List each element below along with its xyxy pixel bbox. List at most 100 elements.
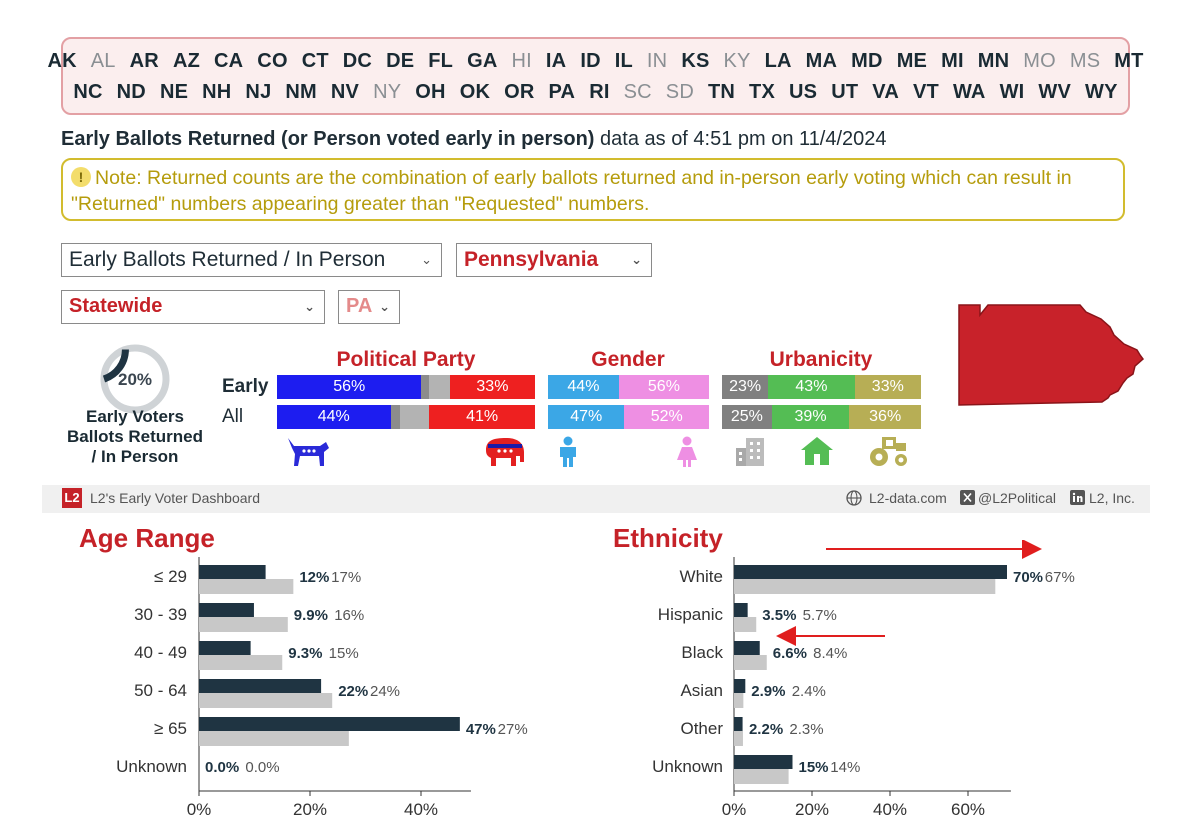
site-link[interactable]: L2-data.com — [869, 490, 947, 506]
gauge-percent: 20% — [117, 370, 153, 389]
state-link-hi[interactable]: HI — [511, 50, 532, 72]
state-link-vt[interactable]: VT — [912, 81, 939, 103]
state-link-ar[interactable]: AR — [129, 50, 159, 72]
age-early-value: 9.3% — [288, 645, 322, 662]
state-link-or[interactable]: OR — [504, 81, 535, 103]
state-link-wy[interactable]: WY — [1085, 81, 1118, 103]
state-code-select[interactable]: PA ⌄ — [338, 290, 400, 324]
state-link-in[interactable]: IN — [646, 50, 668, 72]
state-link-ga[interactable]: GA — [467, 50, 498, 72]
state-link-az[interactable]: AZ — [172, 50, 200, 72]
state-link-ks[interactable]: KS — [681, 50, 710, 72]
l2-logo: L2 — [62, 488, 82, 508]
age-early-bar — [199, 679, 322, 693]
state-link-ok[interactable]: OK — [459, 81, 491, 103]
state-link-mo[interactable]: MO — [1023, 50, 1056, 72]
gauge-fill — [102, 349, 129, 383]
district-select[interactable]: Statewide ⌄ — [61, 290, 325, 324]
globe-icon — [846, 490, 862, 506]
state-link-me[interactable]: ME — [896, 50, 928, 72]
state-link-nm[interactable]: NM — [285, 81, 317, 103]
state-link-wi[interactable]: WI — [999, 81, 1025, 103]
state-link-ct[interactable]: CT — [301, 50, 329, 72]
state-link-nc[interactable]: NC — [73, 81, 103, 103]
early-voter-gauge — [100, 344, 170, 414]
gauge-label-line: Ballots Returned — [66, 427, 204, 446]
age-category-label: 30 - 39 — [134, 605, 187, 624]
early-other-segment — [421, 375, 429, 399]
state-link-il[interactable]: IL — [614, 50, 633, 72]
state-link-wv[interactable]: WV — [1038, 81, 1072, 103]
twitter-link[interactable]: @L2Political — [978, 490, 1057, 506]
state-link-pa[interactable]: PA — [548, 81, 576, 103]
age-category-label: 40 - 49 — [134, 643, 187, 662]
state-link-mi[interactable]: MI — [941, 50, 964, 72]
chevron-down-icon: ⌄ — [379, 299, 390, 314]
age-all-value: 24% — [370, 683, 400, 700]
state-link-ia[interactable]: IA — [545, 50, 567, 72]
all-suburban-segment: 39% — [771, 405, 850, 429]
state-link-ky[interactable]: KY — [723, 50, 751, 72]
chevron-down-icon: ⌄ — [421, 252, 432, 267]
company-link[interactable]: L2, Inc. — [1089, 490, 1135, 506]
state-link-nh[interactable]: NH — [202, 81, 232, 103]
state-link-oh[interactable]: OH — [415, 81, 446, 103]
ethnicity-category-label: White — [680, 567, 723, 586]
age-category-label: ≤ 29 — [154, 567, 187, 586]
all-male-segment: 47% — [548, 405, 625, 429]
male-icon — [560, 436, 576, 467]
state-link-va[interactable]: VA — [872, 81, 899, 103]
ethnicity-all-bar — [734, 693, 744, 708]
state-link-la[interactable]: LA — [764, 50, 792, 72]
age-early-value: 0.0% — [205, 759, 239, 776]
state-link-sd[interactable]: SD — [665, 81, 694, 103]
ethnicity-chart: 0% 20% 40% 60% White 70% 67% Hispanic 3.5% 5.7% Bl… — [652, 540, 1075, 819]
state-link-ma[interactable]: MA — [805, 50, 838, 72]
all-row-label: All — [222, 406, 244, 427]
ethnicity-early-value: 70% — [1013, 569, 1043, 586]
all-rep-segment: 41% — [429, 405, 535, 429]
state-link-ak[interactable]: AK — [47, 50, 77, 72]
state-link-us[interactable]: US — [789, 81, 818, 103]
age-all-bar — [199, 731, 349, 746]
state-link-mt[interactable]: MT — [1114, 50, 1144, 72]
state-code-value: PA — [346, 295, 373, 317]
alert-icon: ! — [71, 167, 91, 187]
state-link-co[interactable]: CO — [257, 50, 288, 72]
ethnicity-early-value: 2.2% — [749, 721, 783, 738]
ethnicity-category-label: Unknown — [652, 757, 723, 776]
party-title: Political Party — [336, 348, 476, 371]
early-male-segment: 44% — [548, 375, 619, 399]
state-link-de[interactable]: DE — [386, 50, 415, 72]
state-link-md[interactable]: MD — [851, 50, 883, 72]
state-link-tn[interactable]: TN — [707, 81, 736, 103]
state-link-ut[interactable]: UT — [831, 81, 859, 103]
state-link-nv[interactable]: NV — [330, 81, 360, 103]
state-link-ny[interactable]: NY — [373, 81, 402, 103]
state-link-fl[interactable]: FL — [428, 50, 454, 72]
ballot-type-select[interactable]: Early Ballots Returned / In Person ⌄ — [61, 243, 442, 277]
state-select[interactable]: Pennsylvania ⌄ — [456, 243, 652, 277]
state-link-ca[interactable]: CA — [214, 50, 244, 72]
state-link-sc[interactable]: SC — [623, 81, 652, 103]
all-other-segment — [390, 405, 401, 429]
state-link-mn[interactable]: MN — [977, 50, 1010, 72]
state-link-nj[interactable]: NJ — [245, 81, 272, 103]
district-select-value: Statewide — [69, 295, 163, 317]
state-link-id[interactable]: ID — [580, 50, 601, 72]
state-link-ms[interactable]: MS — [1069, 50, 1101, 72]
state-link-dc[interactable]: DC — [342, 50, 373, 72]
early-rep-segment: 33% — [449, 375, 535, 399]
ethnicity-early-bar — [734, 717, 743, 731]
state-link-nd[interactable]: ND — [116, 81, 146, 103]
early-urban-segment: 23% — [722, 375, 769, 399]
ethnicity-all-value: 5.7% — [803, 607, 837, 624]
tractor-icon — [870, 437, 907, 466]
state-link-ne[interactable]: NE — [159, 81, 189, 103]
state-link-al[interactable]: AL — [90, 50, 116, 72]
state-link-wa[interactable]: WA — [952, 81, 986, 103]
state-link-ri[interactable]: RI — [589, 81, 610, 103]
early-dem-segment: 56% — [277, 375, 422, 399]
state-link-tx[interactable]: TX — [749, 81, 776, 103]
ethnicity-early-bar — [734, 641, 760, 655]
